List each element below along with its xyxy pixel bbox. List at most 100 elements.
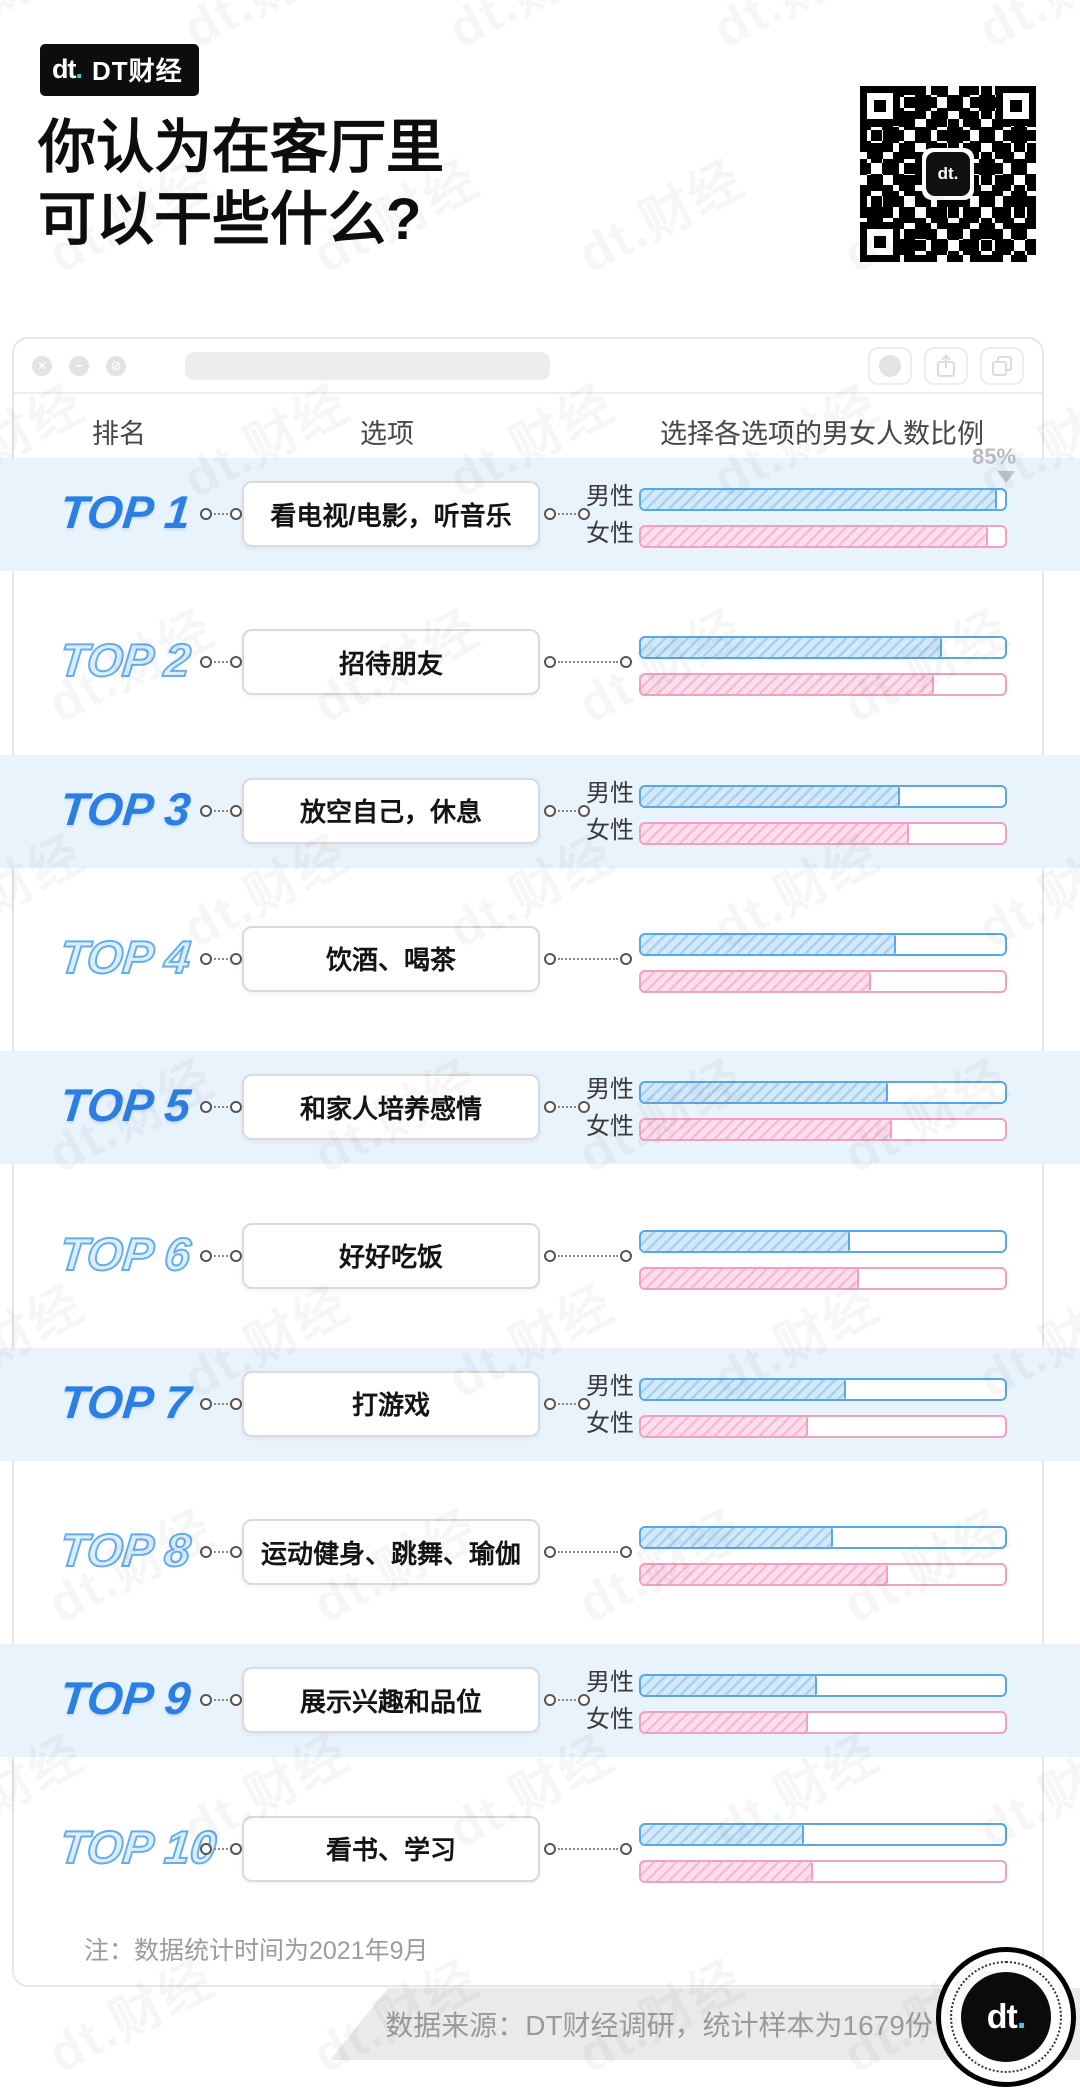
row-highlight-band [0, 1644, 1080, 1758]
max-value-arrow-icon [997, 471, 1015, 483]
rank-label: TOP 5 [57, 1079, 194, 1132]
female-bar-fill [641, 1120, 893, 1140]
option-label: 和家人培养感情 [299, 1093, 482, 1124]
female-bar [639, 1711, 1007, 1735]
male-bar [639, 1674, 1007, 1698]
female-bar-fill [641, 675, 934, 695]
option-card: 打游戏 [242, 1370, 540, 1437]
row-highlight-band [0, 458, 1080, 571]
table-row: TOP 9 展示兴趣和品位 男性 女性 [0, 1626, 1080, 1774]
option-card: 展示兴趣和品位 [242, 1667, 540, 1734]
male-bar [639, 636, 1007, 660]
column-header-rank: 排名 [92, 419, 146, 449]
option-label: 展示兴趣和品位 [299, 1686, 482, 1717]
male-label: 男性 [586, 483, 634, 510]
option-label: 放空自己，休息 [299, 797, 482, 828]
max-value-label: 85% [972, 444, 1017, 469]
tab-circle-icon [879, 354, 901, 377]
male-label: 男性 [586, 1669, 634, 1697]
column-header-option: 选项 [360, 419, 414, 449]
female-bar [639, 673, 1007, 697]
male-bar-fill [641, 1528, 834, 1548]
male-bar [639, 488, 1007, 511]
qr-center-logo: dt. [922, 148, 974, 200]
option-label: 运动健身、跳舞、瑜伽 [260, 1538, 521, 1569]
female-bar [639, 1563, 1007, 1587]
male-bar-fill [641, 786, 901, 806]
option-card: 好好吃饭 [242, 1222, 540, 1289]
female-bar [639, 1414, 1007, 1438]
row-highlight-band [0, 1051, 1080, 1165]
copy-button[interactable] [980, 346, 1024, 385]
option-label: 打游戏 [351, 1390, 430, 1421]
minimize-button[interactable]: − [69, 355, 89, 376]
brand-seal: dt. [936, 1947, 1076, 2087]
option-card: 和家人培养感情 [242, 1074, 540, 1141]
female-bar [639, 525, 1007, 548]
male-bar-fill [641, 1379, 846, 1399]
male-bar [639, 1822, 1007, 1846]
address-bar[interactable] [185, 351, 550, 380]
option-card: 招待朋友 [242, 629, 540, 696]
male-bar-fill [641, 1231, 851, 1251]
female-bar [639, 821, 1007, 845]
brand-name: DT财经 [92, 56, 183, 86]
window-titlebar: × − ⊘ [14, 339, 1042, 394]
rank-label: TOP 9 [57, 1672, 194, 1725]
option-label: 看书、学习 [325, 1835, 456, 1866]
table-row: TOP 8 运动健身、跳舞、瑜伽 男性 女性 [0, 1478, 1080, 1626]
male-bar-fill [641, 490, 997, 509]
block-button[interactable]: ⊘ [106, 355, 126, 376]
rank-label: TOP 8 [56, 1523, 194, 1577]
row-highlight-band [0, 754, 1080, 868]
option-label: 饮酒、喝茶 [325, 945, 456, 976]
male-bar-fill [641, 1824, 805, 1844]
qr-finder-icon [996, 86, 1036, 126]
male-bar [639, 1526, 1007, 1550]
table-row: TOP 2 招待朋友 男性 女性 [0, 588, 1080, 736]
male-label: 男性 [586, 1372, 634, 1400]
option-label: 看电视/电影，听音乐 [270, 500, 512, 531]
table-row: TOP 5 和家人培养感情 男性 女性 [0, 1033, 1080, 1181]
option-card: 饮酒、喝茶 [242, 925, 540, 992]
female-label: 女性 [586, 1113, 634, 1141]
male-bar-fill [641, 1676, 817, 1696]
male-label: 男性 [586, 1076, 634, 1104]
option-label: 招待朋友 [338, 648, 443, 679]
row-highlight-band [0, 1347, 1080, 1461]
dt-logo-icon: dt. [52, 54, 83, 84]
rank-label: TOP 10 [56, 1820, 219, 1874]
tab-circle-button[interactable] [868, 346, 912, 385]
female-label: 女性 [586, 816, 634, 844]
female-label: 女性 [586, 520, 634, 547]
female-bar-fill [641, 1713, 809, 1733]
close-button[interactable]: × [32, 355, 52, 376]
rank-label: TOP 3 [57, 782, 194, 835]
female-label: 女性 [586, 1409, 634, 1437]
male-bar-fill [641, 1083, 888, 1103]
female-bar-fill [641, 1268, 859, 1288]
qr-code: dt. [860, 86, 1036, 262]
male-bar [639, 784, 1007, 808]
female-bar [639, 1118, 1007, 1142]
male-bar [639, 932, 1007, 956]
male-bar [639, 1081, 1007, 1105]
page-title: 你认为在客厅里 可以干些什么? [38, 112, 444, 256]
option-card: 运动健身、跳舞、瑜伽 [242, 1519, 540, 1586]
male-bar-fill [641, 638, 943, 658]
rank-label: TOP 2 [56, 633, 194, 687]
dt-logo-icon: dt. [961, 1972, 1051, 2062]
column-header-bars: 选择各选项的男女人数比例 [660, 419, 984, 449]
copy-icon [992, 355, 1012, 376]
male-label: 男性 [586, 779, 634, 807]
female-label: 女性 [586, 1706, 634, 1734]
female-bar [639, 1266, 1007, 1290]
title-line-1: 你认为在客厅里 [38, 115, 445, 180]
female-bar-fill [641, 1861, 813, 1881]
qr-finder-icon [860, 222, 900, 262]
table-row: TOP 7 打游戏 男性 女性 [0, 1330, 1080, 1478]
share-icon [937, 353, 955, 377]
share-button[interactable] [924, 346, 968, 385]
